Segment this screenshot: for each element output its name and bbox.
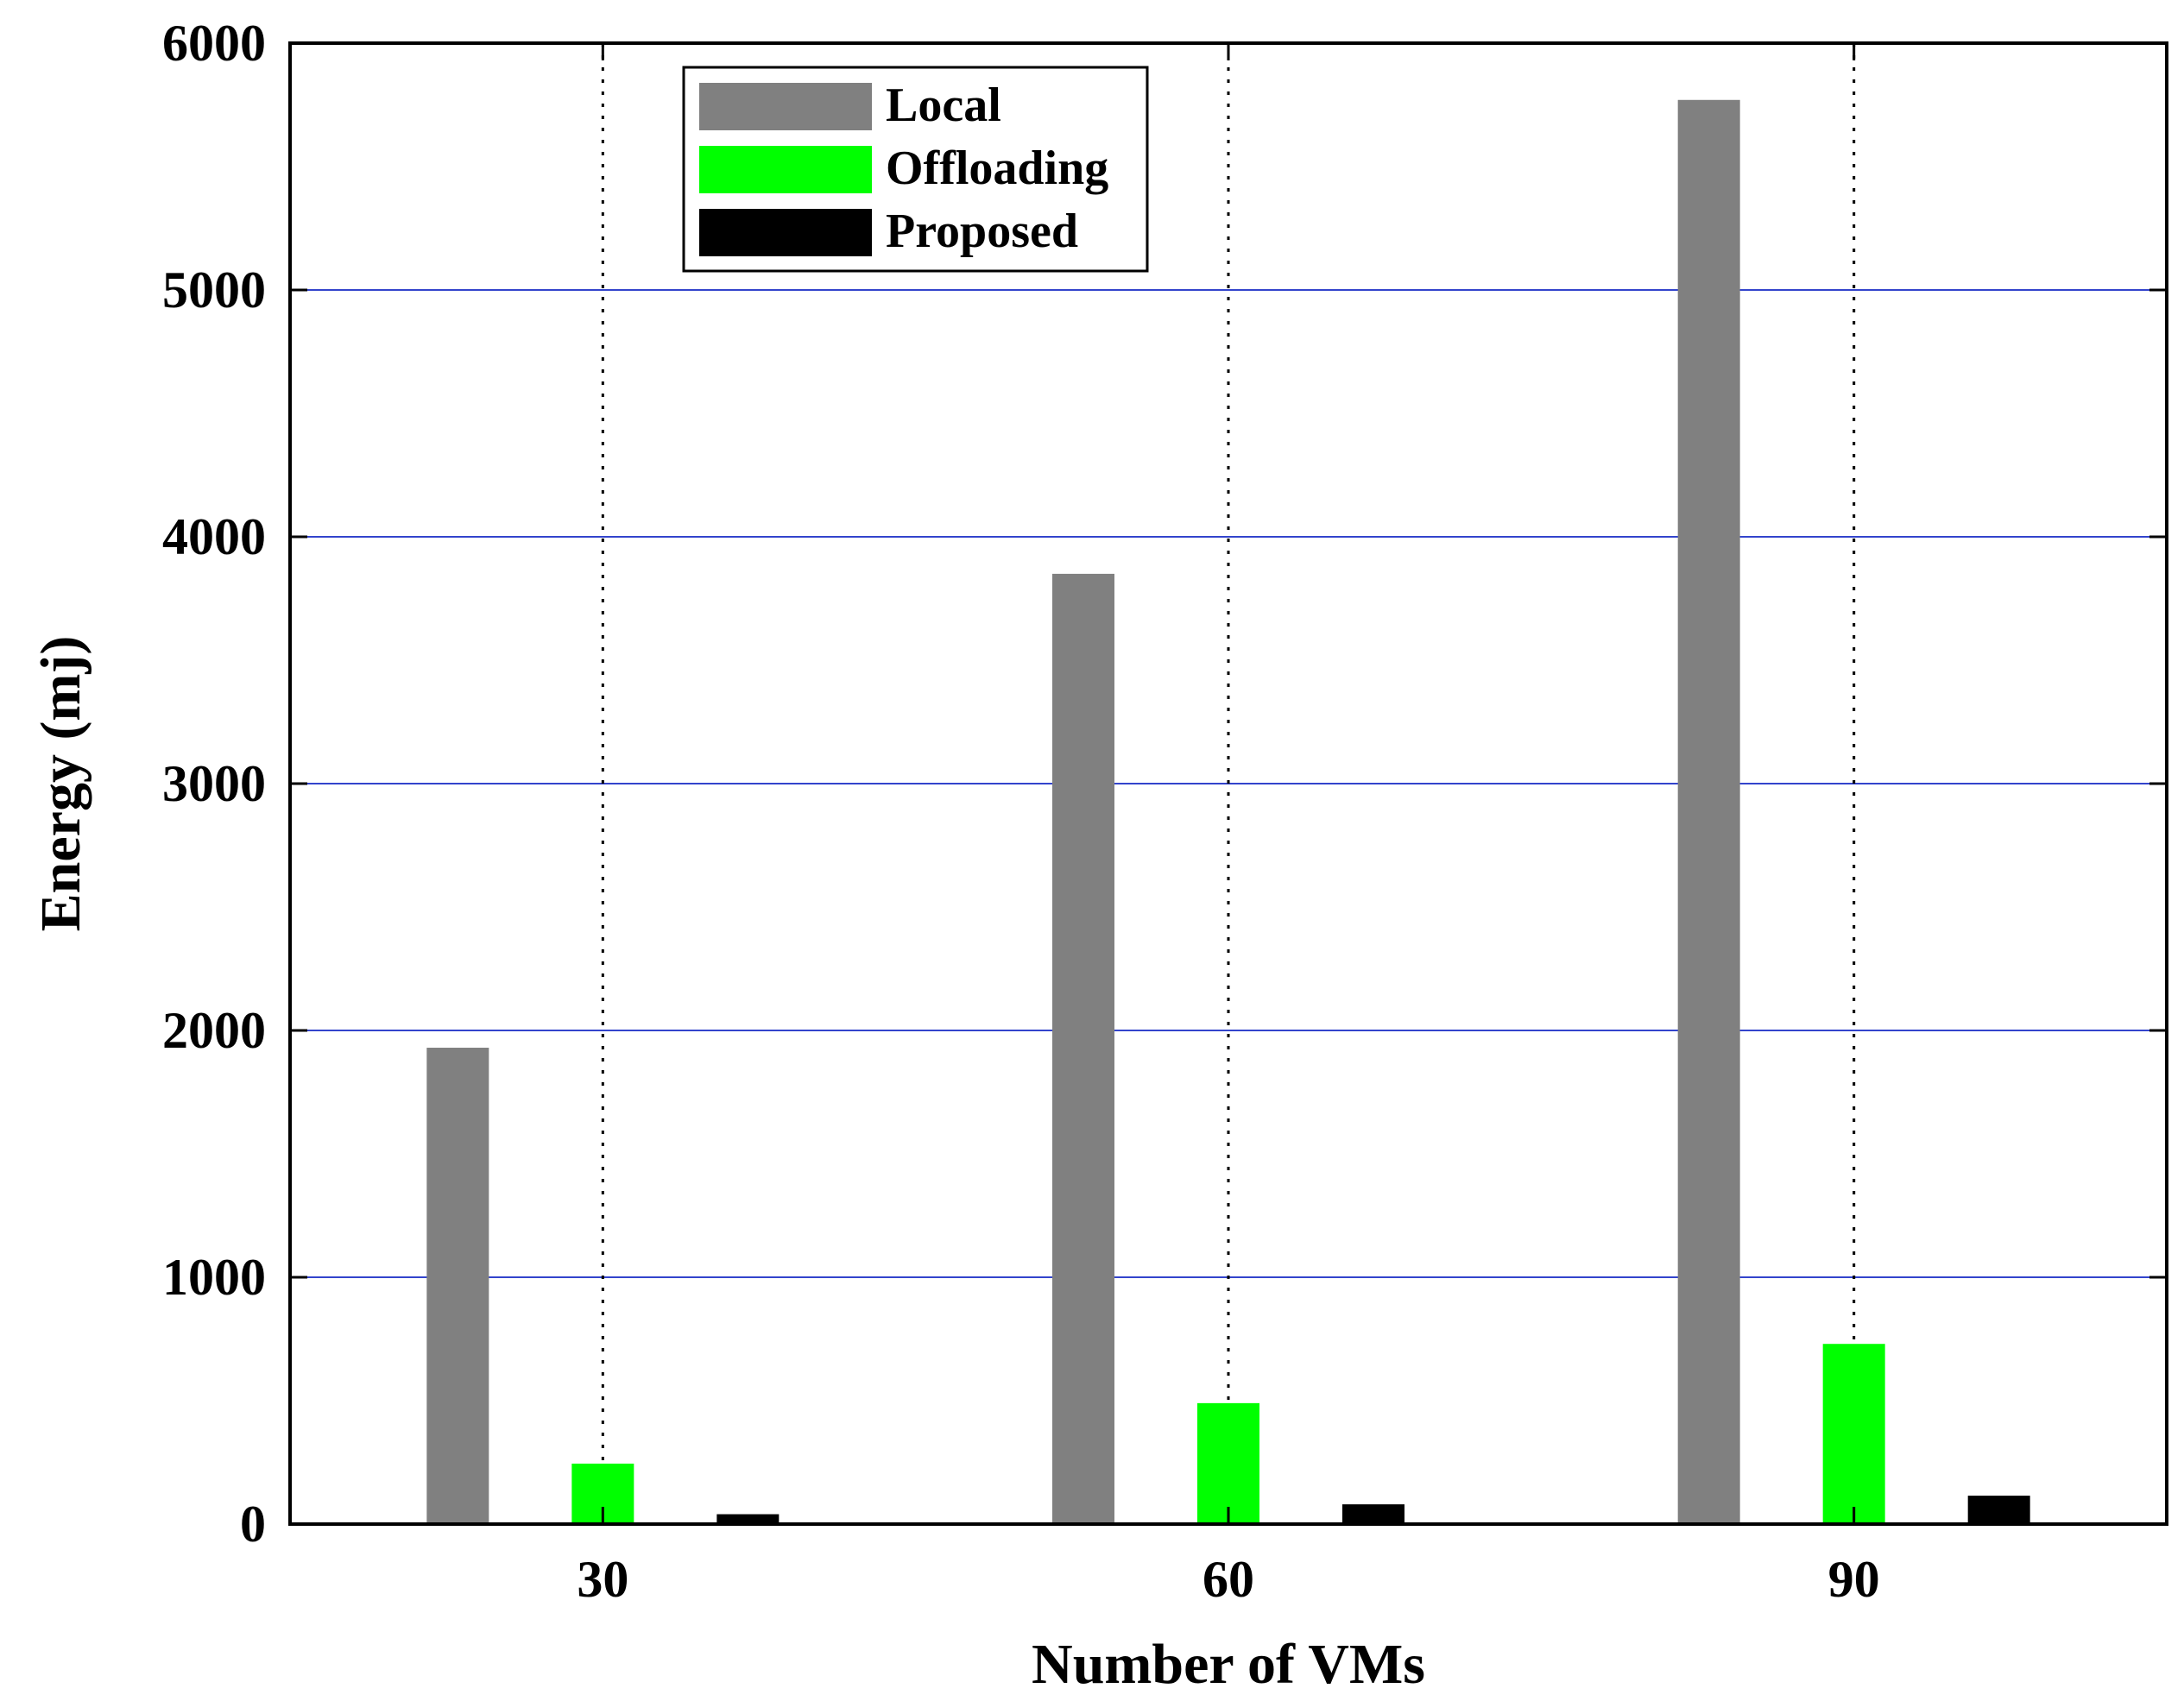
bar-offloading-90 [1822, 1344, 1885, 1524]
legend-label-local: Local [886, 79, 1001, 132]
y-axis-title: Energy (mj) [29, 636, 92, 932]
y-tick-label: 5000 [162, 261, 266, 318]
legend-label-proposed: Proposed [886, 205, 1078, 258]
bars [426, 99, 2030, 1524]
x-tick-label: 30 [577, 1551, 628, 1608]
bar-offloading-60 [1197, 1402, 1259, 1524]
legend-label-offloading: Offloading [886, 142, 1108, 195]
bar-proposed-60 [1342, 1504, 1404, 1524]
bar-local-60 [1052, 573, 1114, 1524]
x-tick-label: 90 [1828, 1551, 1880, 1608]
bar-local-90 [1677, 99, 1740, 1524]
y-tick-label: 4000 [162, 508, 266, 565]
y-axis: 0 1000 2000 3000 4000 5000 6000 [162, 15, 2167, 1553]
y-tick-label: 1000 [162, 1249, 266, 1306]
x-axis: 30 60 90 [577, 43, 1880, 1608]
y-tick-label: 0 [240, 1496, 266, 1553]
grid-lines [290, 43, 2167, 1524]
legend: Local Offloading Proposed [682, 66, 1149, 273]
legend-swatch-proposed [699, 209, 872, 256]
bar-local-30 [426, 1048, 489, 1524]
y-tick-label: 6000 [162, 15, 266, 72]
bar-proposed-90 [1967, 1496, 2030, 1524]
x-tick-label: 60 [1202, 1551, 1254, 1608]
bar-proposed-30 [716, 1514, 780, 1524]
legend-swatch-offloading [699, 146, 872, 193]
x-axis-title: Number of VMs [1032, 1633, 1425, 1696]
y-tick-label: 3000 [162, 755, 266, 812]
legend-swatch-local [699, 83, 872, 130]
y-tick-label: 2000 [162, 1002, 266, 1059]
